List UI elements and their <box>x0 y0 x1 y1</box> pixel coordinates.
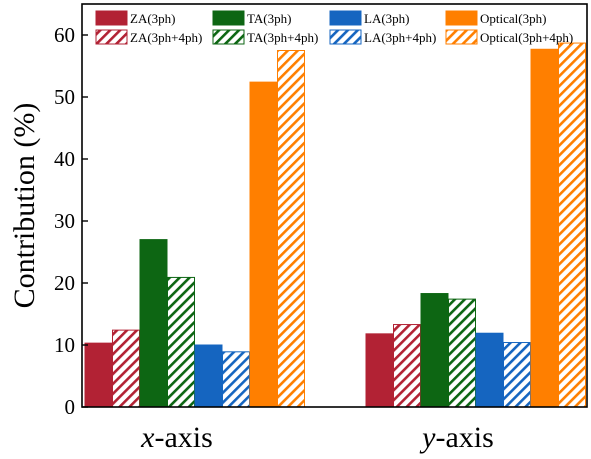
legend-item-za-3ph-4ph: ZA(3ph+4ph) <box>95 29 202 45</box>
legend-label: TA(3ph+4ph) <box>247 30 318 45</box>
bar-optical-3ph-y-axis <box>530 48 559 408</box>
legend-item-ta-3ph: TA(3ph) <box>212 10 291 26</box>
y-tick-label: 40 <box>54 147 75 171</box>
bar-za-3ph-4ph-y-axis <box>393 324 421 408</box>
legend-swatch <box>212 29 245 45</box>
x-category-labels: x-axis y-axis <box>140 421 494 454</box>
bar-la-3ph-4ph-x-axis <box>222 351 250 408</box>
bar-za-3ph-y-axis <box>365 333 394 408</box>
legend-swatch <box>329 10 362 26</box>
bar-optical-3ph-4ph-x-axis <box>277 50 305 408</box>
legend-label: Optical(3ph+4ph) <box>480 30 573 45</box>
y-tick-label: 0 <box>65 395 76 419</box>
plot-frame <box>81 3 588 408</box>
legend-swatch <box>95 29 128 45</box>
y-tick-label: 50 <box>54 85 75 109</box>
x-category-label: y-axis <box>419 421 494 454</box>
legend-swatch <box>95 10 128 26</box>
x-category-label: x-axis <box>140 421 213 454</box>
bar-ta-3ph-x-axis <box>139 239 168 408</box>
legend-label: TA(3ph) <box>247 11 291 26</box>
y-ticks: 0 10 20 30 40 50 60 <box>54 23 88 419</box>
legend-item-la-3ph-4ph: LA(3ph+4ph) <box>329 29 436 45</box>
legend-swatch <box>445 29 478 45</box>
legend-label: LA(3ph+4ph) <box>364 30 436 45</box>
legend-label: LA(3ph) <box>364 11 410 26</box>
legend-label: ZA(3ph) <box>130 11 176 26</box>
y-tick-label: 30 <box>54 209 75 233</box>
bar-la-3ph-y-axis <box>475 332 504 408</box>
y-axis-title: Contribution (%) <box>8 103 41 309</box>
legend-item-za-3ph: ZA(3ph) <box>95 10 176 26</box>
legend-swatch <box>445 10 478 26</box>
bar-za-3ph-x-axis <box>84 342 113 408</box>
legend-label: ZA(3ph+4ph) <box>130 30 202 45</box>
bar-la-3ph-x-axis <box>194 344 223 408</box>
legend-swatch <box>329 29 362 45</box>
legend: ZA(3ph) TA(3ph) LA(3ph) Optical(3ph) ZA(3ph+… <box>95 10 573 45</box>
legend-label: Optical(3ph) <box>480 11 546 26</box>
y-tick-label: 20 <box>54 271 75 295</box>
y-tick-label: 60 <box>54 23 75 47</box>
bar-ta-3ph-4ph-y-axis <box>448 298 476 408</box>
bars-layer <box>84 42 586 408</box>
bar-optical-3ph-x-axis <box>249 81 278 408</box>
bar-ta-3ph-4ph-x-axis <box>167 276 195 408</box>
legend-swatch <box>212 10 245 26</box>
bar-ta-3ph-y-axis <box>420 293 449 408</box>
bar-za-3ph-4ph-x-axis <box>112 329 140 408</box>
legend-item-ta-3ph-4ph: TA(3ph+4ph) <box>212 29 318 45</box>
y-tick-label: 10 <box>54 333 75 357</box>
legend-item-optical-3ph-4ph: Optical(3ph+4ph) <box>445 29 573 45</box>
bar-la-3ph-4ph-y-axis <box>503 342 531 408</box>
legend-item-la-3ph: LA(3ph) <box>329 10 410 26</box>
bar-optical-3ph-4ph-y-axis <box>558 42 586 408</box>
legend-item-optical-3ph: Optical(3ph) <box>445 10 546 26</box>
